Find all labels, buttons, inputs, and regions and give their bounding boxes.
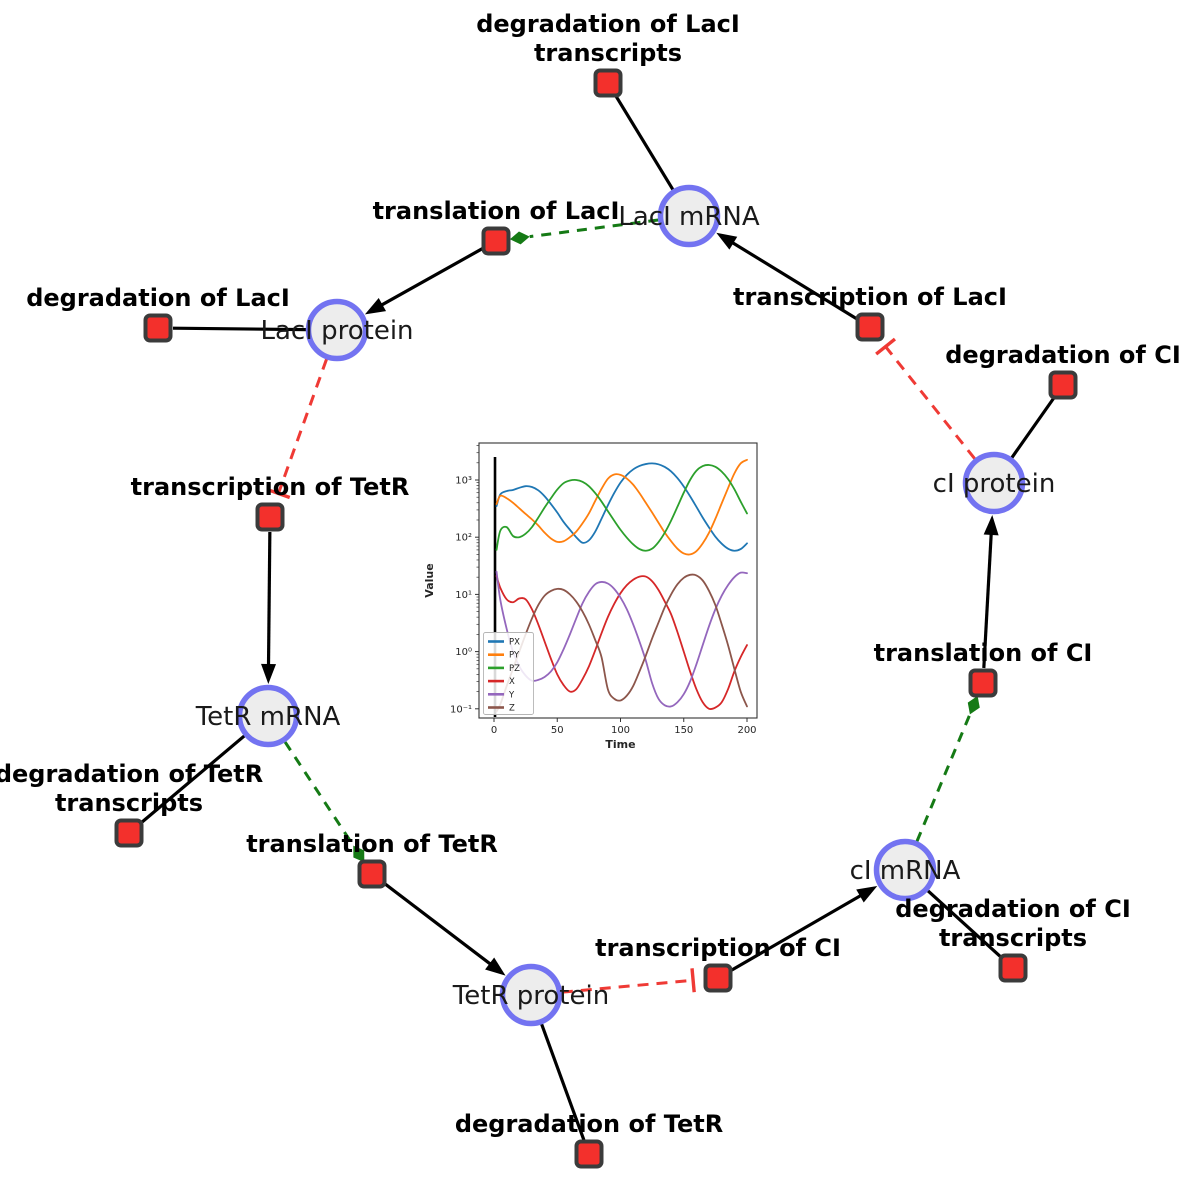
species-label-laci-protein: LacI protein	[260, 316, 413, 346]
chart-series-PZ	[495, 464, 748, 552]
reaction-label-deg-ci-line1: degradation of CI	[945, 341, 1181, 369]
chart-series-PX	[495, 462, 748, 552]
reaction-node-transcription-ci	[703, 963, 733, 993]
edge-translation-laci-to-laci-protein	[364, 246, 484, 315]
chart-series-group	[495, 458, 748, 713]
reaction-node-deg-ci	[1048, 370, 1078, 400]
edge-laci-mrna-to-translation-laci	[509, 218, 659, 245]
species-node-tetr-protein	[499, 963, 563, 1027]
edges-layer	[139, 94, 1056, 1141]
species-node-laci-mrna	[657, 184, 721, 248]
nodes-layer	[114, 68, 1078, 1169]
chart-x-tick-150: 150	[674, 725, 693, 736]
reaction-node-transcription-tetr	[255, 502, 285, 532]
edge-transcription-tetr-to-tetr-mrna	[261, 531, 277, 685]
chart-x-tick-0: 0	[491, 725, 497, 736]
chart-y-tick-0: 10⁰	[455, 647, 472, 658]
reaction-label-translation-ci-line1: translation of CI	[874, 639, 1093, 667]
labels-layer: LacI mRNA LacI protein cI protein TetR mRNA…	[0, 10, 1181, 1138]
reaction-label-deg-laci-transcripts-line2: transcripts	[534, 39, 682, 67]
legend-label-PZ: PZ	[509, 664, 520, 674]
chart-legend: PX PY PZ XYZ	[483, 632, 534, 715]
reaction-node-deg-laci-transcripts	[593, 68, 623, 98]
reaction-label-translation-laci-line1: translation of LacI	[373, 197, 620, 225]
reaction-node-transcription-laci	[855, 312, 885, 342]
chart-x-tick-50: 50	[551, 725, 564, 736]
reaction-node-deg-ci-transcripts	[998, 953, 1028, 983]
chart-y-tick-2: 10²	[455, 533, 472, 544]
reaction-node-deg-tetr	[574, 1139, 604, 1169]
chart-x-tick-200: 200	[737, 725, 756, 736]
chart-ylabel: Value	[423, 563, 436, 597]
edge-laci-mrna-to-deg-laci-transcripts	[614, 94, 675, 191]
reaction-label-deg-ci-transcripts-line1: degradation of CI	[895, 895, 1131, 923]
edge-laci-protein-to-deg-laci	[172, 326, 307, 332]
legend-label-PX: PX	[509, 638, 520, 648]
reaction-label-deg-laci-line1: degradation of LacI	[26, 284, 290, 312]
legend-label-PY: PY	[509, 651, 520, 661]
reaction-node-translation-ci	[968, 668, 998, 698]
species-label-ci-protein: cI protein	[933, 469, 1056, 499]
species-label-tetr-protein: TetR protein	[452, 981, 609, 1011]
edge-translation-tetr-to-tetr-protein	[382, 881, 506, 976]
chart-series-X	[495, 575, 748, 711]
reaction-node-translation-laci	[481, 226, 511, 256]
chart-y-tick--1: 10⁻¹	[450, 704, 472, 715]
reaction-label-deg-ci-transcripts-line2: transcripts	[939, 924, 1087, 952]
edge-ci-protein-to-transcription-laci	[875, 337, 976, 460]
edge-transcription-ci-to-ci-mrna	[730, 886, 878, 972]
chart-y-tick-3: 10³	[455, 476, 472, 487]
chart-series-PY	[495, 458, 748, 556]
chart-x-tick-100: 100	[611, 725, 630, 736]
species-label-laci-mrna: LacI mRNA	[618, 202, 759, 232]
chart-axes: 0 50 100 150 200 10³ 10² 10¹ 10⁰ 10⁻¹	[450, 445, 757, 736]
edge-transcription-laci-to-laci-mrna	[716, 232, 859, 321]
reaction-label-translation-tetr-line1: translation of TetR	[246, 830, 498, 858]
edge-tetr-protein-to-transcription-ci	[561, 968, 696, 994]
chart-series-Y	[495, 570, 748, 708]
edge-laci-protein-to-transcription-tetr	[266, 358, 328, 500]
species-label-ci-mrna: cI mRNA	[850, 856, 961, 886]
chart-series-Z	[495, 573, 748, 713]
species-node-laci-protein	[305, 298, 369, 362]
species-label-tetr-mrna: TetR mRNA	[195, 702, 341, 732]
edge-translation-ci-to-ci-protein	[982, 514, 999, 669]
species-node-ci-protein	[962, 451, 1026, 515]
reaction-label-transcription-laci-line1: transcription of LacI	[733, 283, 1007, 311]
edge-tetr-mrna-to-translation-tetr	[283, 741, 365, 863]
reaction-label-deg-tetr-transcripts-line1: degradation of TetR	[0, 760, 263, 788]
reaction-label-deg-tetr-line1: degradation of TetR	[455, 1110, 723, 1138]
legend-label-Y: Y	[508, 690, 515, 700]
legend-label-Z: Z	[509, 704, 515, 714]
reaction-node-deg-laci	[143, 313, 173, 343]
species-node-tetr-mrna	[236, 684, 300, 748]
edge-ci-mrna-to-translation-ci	[915, 695, 980, 842]
edge-ci-protein-to-deg-ci	[1010, 396, 1056, 459]
reaction-label-deg-laci-transcripts-line1: degradation of LacI	[476, 10, 740, 38]
reaction-label-transcription-tetr-line1: transcription of TetR	[131, 473, 410, 501]
reaction-label-deg-tetr-transcripts-line2: transcripts	[55, 789, 203, 817]
edge-tetr-protein-to-deg-tetr	[540, 1023, 586, 1141]
edge-tetr-mrna-to-deg-tetr-transcripts	[139, 734, 246, 825]
legend-label-X: X	[509, 677, 515, 687]
species-node-ci-mrna	[873, 838, 937, 902]
timeseries-inset-chart: 0 50 100 150 20010³10²10¹10⁰10⁻¹TimeValuePXP…	[423, 442, 758, 751]
reaction-node-translation-tetr	[357, 859, 387, 889]
edge-ci-mrna-to-deg-ci-transcripts	[926, 889, 1003, 960]
reaction-node-deg-tetr-transcripts	[114, 818, 144, 848]
chart-xlabel: Time	[605, 738, 635, 751]
chart-y-tick-1: 10¹	[455, 590, 472, 601]
reaction-label-transcription-ci-line1: transcription of CI	[595, 934, 841, 962]
